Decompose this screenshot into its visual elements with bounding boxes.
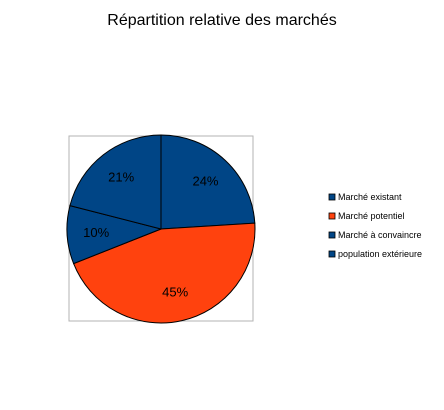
pie-slice-marche-potentiel [72,222,256,324]
pie-slices [66,134,256,324]
legend: Marché existant Marché potentiel Marché à … [328,192,422,259]
legend-swatch-marche-potentiel [328,212,336,220]
legend-swatch-marche-a-convaincre [328,231,336,239]
legend-label-marche-a-convaincre: Marché à convaincre [338,230,422,240]
slice-label-marche-potentiel: 45% [162,284,188,299]
slice-label-population-exterieure: 21% [108,170,134,185]
pie-slice-population-exterieure [69,134,162,230]
pie-slice-labels: 24% 45% 10% 21% [83,170,219,300]
slice-label-marche-existant: 24% [192,174,218,189]
legend-swatch-population-exterieure [328,250,336,258]
legend-label-marche-potentiel: Marché potentiel [338,211,405,221]
legend-swatch-marche-existant [328,193,336,201]
legend-label-marche-existant: Marché existant [338,192,402,202]
pie-slice-marche-existant [160,134,256,230]
slice-label-marche-a-convaincre: 10% [83,225,109,240]
legend-label-population-exterieure: population extérieure [338,249,422,259]
chart-title: Répartition relative des marchés [107,12,337,29]
